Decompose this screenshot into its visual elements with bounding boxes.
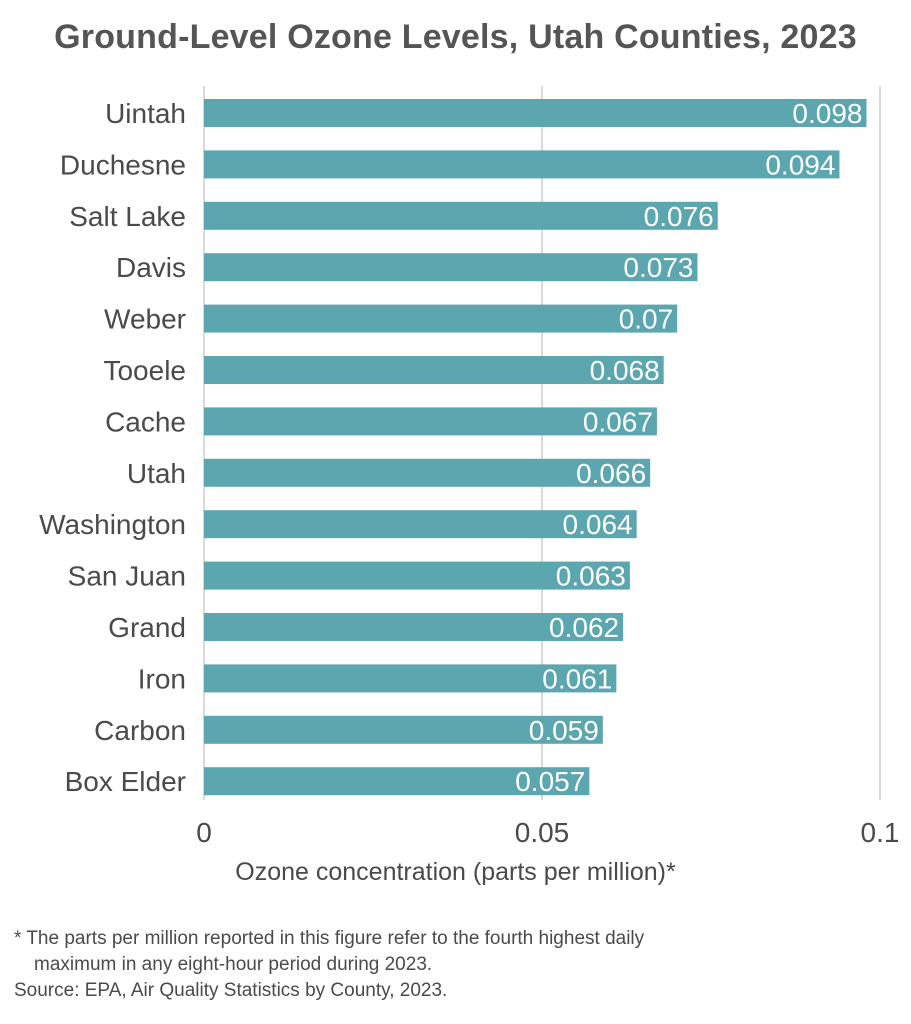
category-label: Washington <box>39 509 186 540</box>
value-label: 0.063 <box>556 561 626 592</box>
bar <box>204 253 698 282</box>
footnote: * The parts per million reported in this… <box>14 926 894 1004</box>
footnote-line-2: maximum in any eight-hour period during … <box>34 954 433 975</box>
category-label: Tooele <box>103 355 186 386</box>
bar <box>204 767 590 796</box>
x-axis-ticks: 0 0.05 0.1 <box>196 817 899 848</box>
bars <box>204 99 867 796</box>
category-label: Weber <box>104 304 186 335</box>
bar <box>204 664 617 693</box>
value-label: 0.098 <box>792 98 862 129</box>
category-label: Duchesne <box>60 149 186 180</box>
bar <box>204 201 718 230</box>
bar <box>204 458 651 487</box>
category-label: Davis <box>116 252 186 283</box>
chart-title: Ground-Level Ozone Levels, Utah Counties… <box>54 18 857 56</box>
category-label: Utah <box>127 458 186 489</box>
bar <box>204 304 678 333</box>
value-label: 0.094 <box>765 149 835 180</box>
bar <box>204 407 657 436</box>
value-label: 0.062 <box>549 612 619 643</box>
bar <box>204 356 664 384</box>
value-label: 0.067 <box>583 406 653 437</box>
bar <box>204 561 630 590</box>
value-label: 0.066 <box>576 458 646 489</box>
value-label: 0.07 <box>619 304 674 335</box>
bar-chart: Uintah Duchesne Salt Lake Davis Weber Tooele C… <box>39 86 899 848</box>
value-labels: 0.098 0.094 0.076 0.073 0.07 0.068 0.067 0.066 0… <box>515 98 862 797</box>
value-label: 0.064 <box>563 509 633 540</box>
source-note: Source: EPA, Air Quality Statistics by C… <box>14 980 448 1001</box>
bar <box>204 99 867 127</box>
bar <box>204 613 624 641</box>
bar <box>204 510 637 539</box>
category-label: Cache <box>105 406 186 437</box>
x-tick-label: 0.1 <box>861 817 900 848</box>
value-label: 0.076 <box>644 201 714 232</box>
category-label: Box Elder <box>65 766 186 797</box>
value-label: 0.061 <box>542 663 612 694</box>
x-tick-label: 0 <box>196 817 212 848</box>
category-label: Salt Lake <box>69 201 186 232</box>
x-axis-label: Ozone concentration (parts per million)* <box>235 858 676 886</box>
value-label: 0.068 <box>590 355 660 386</box>
category-labels: Uintah Duchesne Salt Lake Davis Weber Tooele C… <box>39 98 186 797</box>
bar <box>204 150 840 179</box>
value-label: 0.059 <box>529 715 599 746</box>
bar <box>204 715 603 744</box>
category-label: Iron <box>138 663 186 694</box>
value-label: 0.057 <box>515 766 585 797</box>
category-label: Grand <box>108 612 186 643</box>
category-label: San Juan <box>68 561 186 592</box>
footnote-line-1: * The parts per million reported in this… <box>14 928 645 949</box>
category-label: Uintah <box>105 98 186 129</box>
category-label: Carbon <box>94 715 186 746</box>
x-tick-label: 0.05 <box>515 817 570 848</box>
value-label: 0.073 <box>623 252 693 283</box>
